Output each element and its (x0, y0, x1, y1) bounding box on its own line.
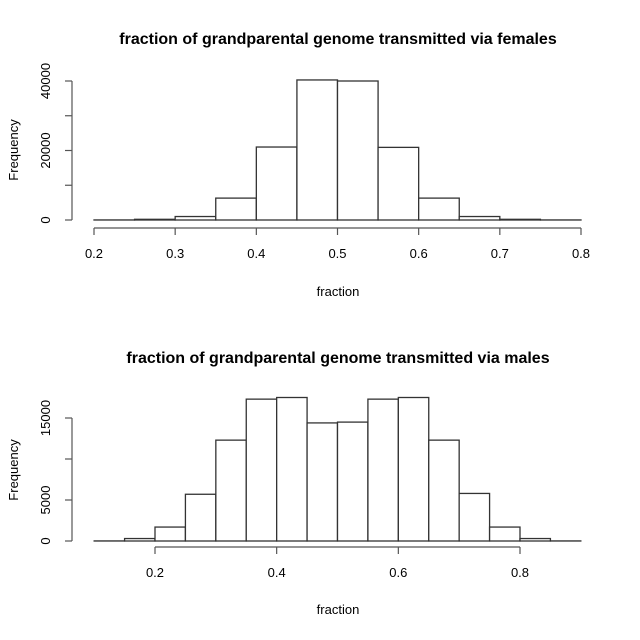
chart-title: fraction of grandparental genome transmi… (126, 350, 549, 367)
histogram-bar (499, 218, 542, 221)
x-tick-label: 0.6 (389, 565, 407, 580)
y-tick-label: 20000 (38, 132, 53, 168)
x-tick-label: 0.7 (491, 246, 509, 261)
y-axis-label: Frequency (6, 439, 21, 501)
x-tick-label: 0.5 (328, 246, 346, 261)
x-axis: 0.2 0.4 0.6 0.8 (146, 546, 529, 580)
y-tick-label: 15000 (38, 400, 53, 436)
histogram-bar (215, 439, 247, 542)
y-tick-label: 40000 (38, 63, 53, 99)
histogram-bars (93, 79, 582, 221)
y-axis: 0 5000 15000 (38, 400, 73, 545)
x-tick-label: 0.4 (268, 565, 286, 580)
x-tick-label: 0.4 (247, 246, 265, 261)
y-axis: 0 20000 40000 (38, 63, 73, 224)
y-tick-label: 5000 (38, 486, 53, 515)
y-axis-label: Frequency (6, 119, 21, 181)
histogram-bar (458, 215, 501, 221)
x-axis: 0.2 0.3 0.4 0.5 0.6 0.7 0.8 (85, 227, 590, 261)
x-tick-label: 0.8 (572, 246, 590, 261)
histogram-bar (428, 439, 460, 542)
y-tick-label: 0 (38, 216, 53, 223)
males-histogram: fraction of grandparental genome transmi… (6, 350, 582, 617)
histogram-bar (519, 537, 552, 542)
histogram-bar (123, 537, 156, 542)
histogram-bar (184, 493, 217, 542)
histogram-bar (296, 79, 339, 221)
histogram-bar (377, 146, 420, 221)
x-tick-label: 0.2 (146, 565, 164, 580)
y-tick-label: 0 (38, 537, 53, 544)
histogram-bar (174, 215, 217, 221)
x-tick-label: 0.2 (85, 246, 103, 261)
histogram-bar (154, 526, 187, 542)
histogram-bar (306, 422, 339, 542)
histogram-bar (245, 398, 278, 542)
histogram-bar (488, 526, 521, 542)
histogram-bar (458, 492, 491, 542)
histogram-bar (367, 398, 399, 542)
x-axis-label: fraction (317, 602, 360, 617)
x-tick-label: 0.6 (410, 246, 428, 261)
histogram-bar (336, 80, 379, 221)
histogram-bar (336, 421, 369, 542)
histogram-bar (133, 218, 176, 221)
x-tick-label: 0.8 (511, 565, 529, 580)
histogram-bar (255, 146, 298, 221)
histogram-bar (397, 396, 430, 542)
histogram-bar (276, 396, 308, 542)
x-tick-label: 0.3 (166, 246, 184, 261)
histogram-bar (215, 197, 257, 221)
histogram-bars (93, 396, 582, 542)
females-histogram: fraction of grandparental genome transmi… (6, 31, 590, 299)
x-axis-label: fraction (317, 284, 360, 299)
chart-title: fraction of grandparental genome transmi… (119, 31, 557, 48)
histogram-bar (418, 197, 460, 221)
